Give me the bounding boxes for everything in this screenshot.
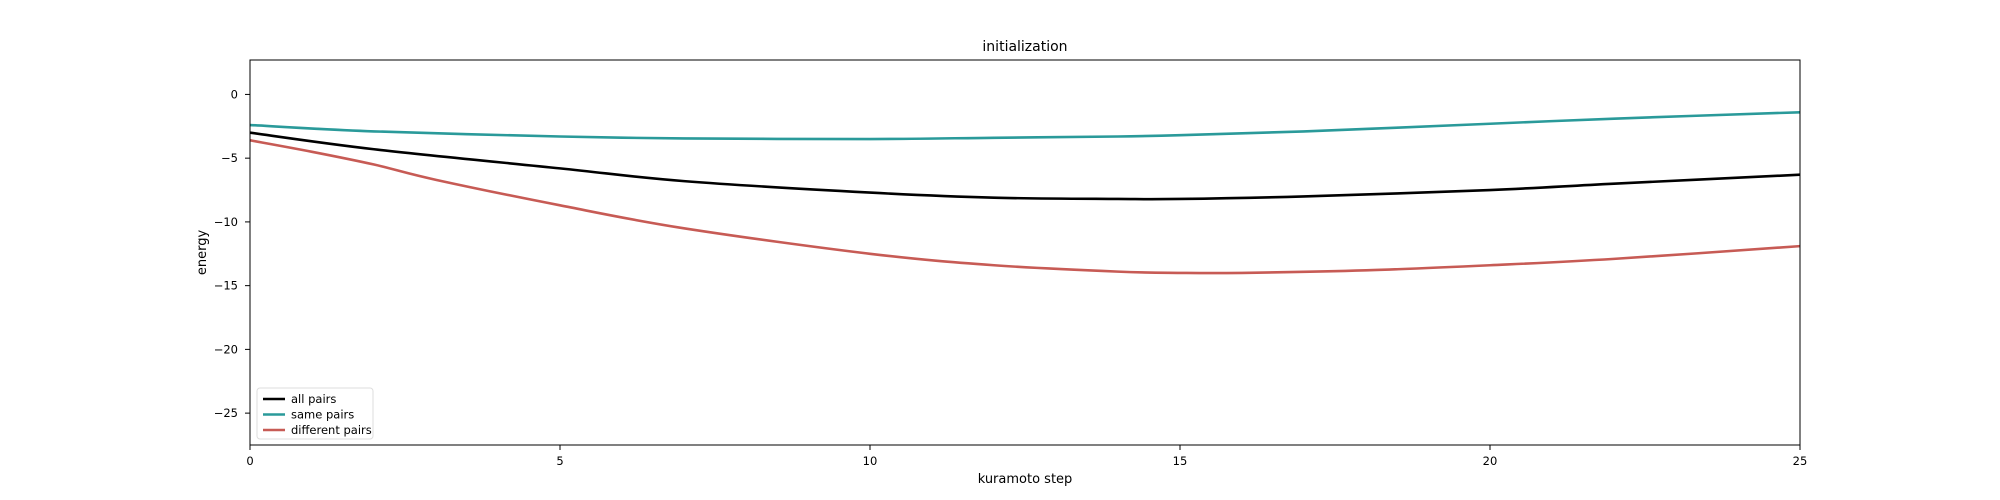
legend-label-2: same pairs bbox=[291, 408, 354, 422]
y-tick-label: −25 bbox=[214, 406, 238, 420]
y-tick-label: −20 bbox=[214, 342, 238, 356]
y-tick-label: −15 bbox=[214, 279, 238, 293]
y-axis: 0 −5 −10 −15 −20 −25 bbox=[214, 87, 250, 420]
plot-frame bbox=[249, 59, 1801, 446]
x-tick-label: 5 bbox=[556, 454, 563, 468]
series-line-2 bbox=[250, 110, 1800, 141]
x-tick-label: 20 bbox=[1483, 454, 1498, 468]
plot-lines bbox=[250, 110, 1800, 275]
legend-label-3: different pairs bbox=[291, 423, 372, 437]
legend-label-1: all pairs bbox=[291, 392, 336, 406]
x-tick-label: 25 bbox=[1793, 454, 1808, 468]
x-axis-title: kuramoto step bbox=[978, 472, 1073, 487]
series-line-1 bbox=[250, 131, 1800, 201]
x-tick-label: 10 bbox=[863, 454, 878, 468]
x-tick-label: 0 bbox=[246, 454, 253, 468]
y-tick-label: 0 bbox=[231, 87, 238, 101]
y-axis-title: energy bbox=[195, 230, 210, 276]
x-tick-label: 15 bbox=[1173, 454, 1188, 468]
y-tick-label: −10 bbox=[214, 215, 238, 229]
y-tick-label: −5 bbox=[221, 151, 238, 165]
chart-title: initialization bbox=[982, 39, 1067, 55]
series-line-3 bbox=[250, 139, 1800, 275]
legend-box bbox=[256, 387, 374, 440]
x-axis: 0 5 10 15 20 25 bbox=[246, 445, 1807, 468]
